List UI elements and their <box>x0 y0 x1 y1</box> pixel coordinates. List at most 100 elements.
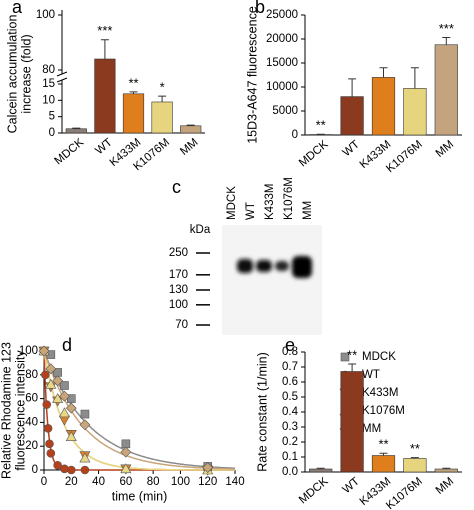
y-tick-label: 0.8 <box>282 346 298 358</box>
bar <box>151 101 173 134</box>
y-axis-label: Calcein accumulation <box>5 15 19 134</box>
bar <box>434 468 458 473</box>
error-bar <box>410 457 419 459</box>
error-bar <box>72 127 81 129</box>
panel-label: a <box>12 0 23 17</box>
bar <box>94 58 116 134</box>
legend-label: MDCK <box>362 351 396 363</box>
data-point <box>79 452 91 463</box>
y-tick-label: 10000 <box>266 81 298 93</box>
error-bar <box>442 37 451 45</box>
marker-label: 70 <box>175 319 188 331</box>
data-point <box>59 390 70 402</box>
data-point <box>60 381 69 390</box>
y-tick-label: 15000 <box>266 57 298 69</box>
significance-label: * <box>160 80 165 95</box>
bar <box>65 128 87 134</box>
x-tick-label: 20 <box>65 476 78 488</box>
panel-label: e <box>285 335 295 355</box>
x-tick-label: 80 <box>147 476 160 488</box>
data-point <box>53 460 62 470</box>
x-tick-label: MM <box>434 138 456 160</box>
significance-label: ** <box>378 437 388 452</box>
data-point <box>41 370 50 380</box>
data-point <box>120 463 132 474</box>
x-tick-label: WT <box>93 136 114 157</box>
data-point <box>80 409 90 419</box>
y-tick-label: 0.4 <box>282 406 299 418</box>
data-point <box>80 465 90 475</box>
band <box>256 260 272 272</box>
x-tick-label: WT <box>341 138 362 159</box>
error-bar <box>442 467 451 469</box>
unit-label: kDa <box>190 224 211 236</box>
significance-label: ** <box>410 441 420 456</box>
y-tick-label: 0 <box>32 464 38 476</box>
data-point <box>42 400 52 409</box>
x-tick-label: MDCK <box>53 136 87 167</box>
band <box>292 256 312 278</box>
y-tick-label: 25000 <box>266 9 298 21</box>
y-axis-label: Rate constant (1/min) <box>255 352 269 472</box>
blot-bands <box>237 256 312 278</box>
significance-label: ** <box>347 347 357 362</box>
marker-label: 100 <box>169 299 188 311</box>
data-point <box>121 439 131 449</box>
data-point <box>46 449 56 458</box>
y-tick-label: 10 <box>42 94 55 106</box>
y-tick-label: 0.7 <box>282 361 298 373</box>
y-tick-label: 100 <box>36 9 55 21</box>
axis-break <box>56 71 68 83</box>
x-tick-label: MDCK <box>297 475 331 506</box>
lane-label: WT <box>245 202 257 220</box>
y-tick-label: 100 <box>19 345 38 357</box>
data-point <box>45 378 57 389</box>
error-bar <box>410 67 419 89</box>
data-point <box>202 462 214 474</box>
y-axis-label: Relative Rhodamine 123 <box>0 342 13 479</box>
data-point <box>66 465 76 475</box>
bar <box>122 93 145 134</box>
band <box>237 259 253 273</box>
x-tick-label: K1076M <box>384 475 425 510</box>
error-bar <box>379 67 388 78</box>
legend-label: K433M <box>362 387 398 399</box>
bar <box>434 44 458 136</box>
marker-label: 170 <box>169 269 188 281</box>
y-tick-label: 5 <box>49 111 55 123</box>
error-bar <box>186 124 195 126</box>
legend-label: WT <box>362 369 380 381</box>
significance-label: ** <box>128 75 138 90</box>
x-tick-label: MM <box>178 136 200 158</box>
y-tick-label: 0.1 <box>282 451 298 463</box>
lane-label: K433M <box>264 184 276 220</box>
error-bar <box>129 91 138 94</box>
data-point <box>52 392 64 403</box>
error-bar <box>316 467 325 469</box>
data-point <box>79 419 91 431</box>
y-tick-label: 0.3 <box>282 421 298 433</box>
y-tick-label: 40 <box>25 416 38 428</box>
y-tick-label: 80 <box>42 64 55 76</box>
lane-label: MM <box>302 201 314 220</box>
data-point <box>120 446 132 458</box>
legend-label: MM <box>362 423 381 435</box>
y-tick-label: 80 <box>25 369 38 381</box>
y-tick-label: 0 <box>49 127 55 139</box>
y-tick-label: 0.0 <box>282 466 298 478</box>
error-bar <box>158 95 167 102</box>
error-bar <box>379 452 388 456</box>
y-tick-label: 0 <box>292 129 298 141</box>
data-point <box>58 415 70 426</box>
data-point <box>65 402 77 414</box>
error-bar <box>348 78 357 97</box>
marker-label: 130 <box>169 284 188 296</box>
data-point <box>65 431 77 441</box>
bar <box>371 77 396 136</box>
bar <box>403 88 427 136</box>
x-axis-label: time (min) <box>112 489 168 503</box>
significance-label: *** <box>439 21 454 36</box>
y-axis-label: increase (fold) <box>19 34 33 113</box>
x-tick-label: 40 <box>92 476 105 488</box>
